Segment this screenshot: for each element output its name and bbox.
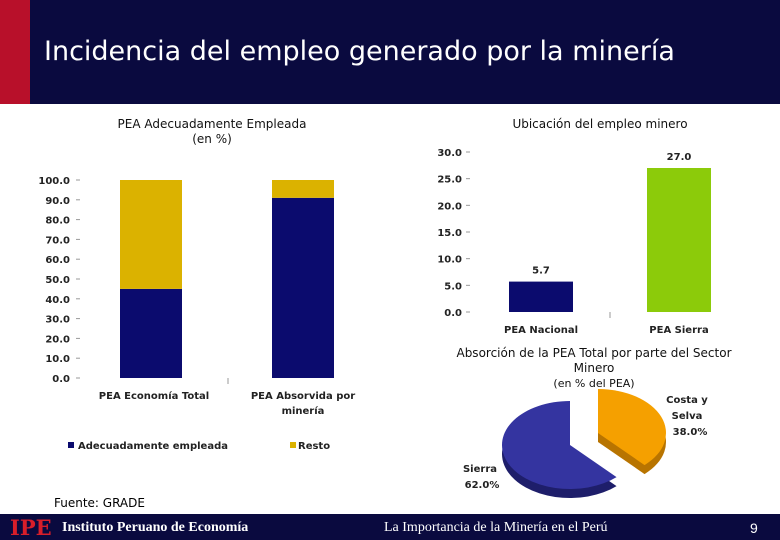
c3-slice xyxy=(598,389,666,466)
legend-swatch-resto xyxy=(290,442,296,448)
c2-ytick-label: 10.0 xyxy=(437,255,462,266)
page-number: 9 xyxy=(750,520,758,536)
footer-bar xyxy=(0,514,780,540)
c2-xtick-label: PEA Nacional xyxy=(504,325,578,336)
c1-ytick-label: 70.0 xyxy=(45,235,70,246)
legend-label-adecuada: Adecuadamente empleada xyxy=(78,441,228,452)
c3-label-name-cont: Selva xyxy=(672,411,703,422)
legend-swatch-adecuada xyxy=(68,442,74,448)
c2-ytick-label: 20.0 xyxy=(437,201,462,212)
chart3-subtitle: (en % del PEA) xyxy=(553,377,635,390)
c2-bar xyxy=(509,281,573,312)
footer-title: La Importancia de la Minería en el Perú xyxy=(384,520,608,535)
c2-data-label: 27.0 xyxy=(667,152,692,163)
c1-ytick-label: 100.0 xyxy=(38,176,70,187)
legend-label-resto: Resto xyxy=(298,441,330,452)
c3-label-name: Costa y xyxy=(666,395,708,406)
c1-ytick-label: 40.0 xyxy=(45,295,70,306)
c2-data-label: 5.7 xyxy=(532,266,550,277)
chart1-subtitle: (en %) xyxy=(192,132,232,146)
chart1-title-text: PEA Adecuadamente Empleada xyxy=(117,117,307,131)
institution-name: Instituto Peruano de Economía xyxy=(62,520,249,535)
c1-bar-resto xyxy=(272,180,334,198)
chart2-title: Ubicación del empleo minero xyxy=(480,117,720,132)
title-accent xyxy=(0,0,30,104)
c2-xtick-label: PEA Sierra xyxy=(649,325,708,336)
c1-ytick-label: 10.0 xyxy=(45,354,70,365)
c1-ytick-label: 30.0 xyxy=(45,315,70,326)
c2-ytick-label: 5.0 xyxy=(444,281,462,292)
charts-canvas: 0.0 10.0 20.0 30.0 40.0 50.0 60.0 70.0 80.0 90.0 1… xyxy=(38,148,711,499)
c1-bar-adecuada xyxy=(272,197,334,378)
c1-xtick-label-cont: minería xyxy=(282,405,325,417)
c1-bar-resto xyxy=(120,180,182,289)
c1-ytick-label: 0.0 xyxy=(52,374,70,385)
page-title: Incidencia del empleo generado por la mi… xyxy=(44,36,675,67)
chart1-title: PEA Adecuadamente Empleada (en %) xyxy=(92,117,332,147)
ipe-logo: IPE xyxy=(10,515,52,540)
c1-bar-adecuada xyxy=(120,288,182,378)
c1-ytick-label: 50.0 xyxy=(45,275,70,286)
c3-label-value: 38.0% xyxy=(673,427,708,438)
source-note: Fuente: GRADE xyxy=(54,496,145,510)
c1-ytick-label: 90.0 xyxy=(45,196,70,207)
c2-ytick-label: 30.0 xyxy=(437,148,462,159)
c1-ytick-label: 20.0 xyxy=(45,334,70,345)
c2-ytick-label: 0.0 xyxy=(444,308,462,319)
c1-xtick-label: PEA Absorvida por xyxy=(251,391,355,402)
c2-bar xyxy=(647,168,711,312)
c3-label-value: 62.0% xyxy=(465,480,500,491)
c1-xtick-label: PEA Economía Total xyxy=(99,390,209,402)
title-bar xyxy=(0,0,780,104)
c3-label-name: Sierra xyxy=(463,464,497,475)
c1-ytick-label: 60.0 xyxy=(45,255,70,266)
c1-ytick-label: 80.0 xyxy=(45,216,70,227)
c2-ytick-label: 15.0 xyxy=(437,228,462,239)
chart2-title-text: Ubicación del empleo minero xyxy=(512,117,688,131)
chart3-title: Absorción de la PEA Total por parte del … xyxy=(444,346,744,391)
c2-ytick-label: 25.0 xyxy=(437,175,462,186)
chart3-title-text: Absorción de la PEA Total por parte del … xyxy=(456,346,732,375)
c3-slice xyxy=(501,401,617,489)
